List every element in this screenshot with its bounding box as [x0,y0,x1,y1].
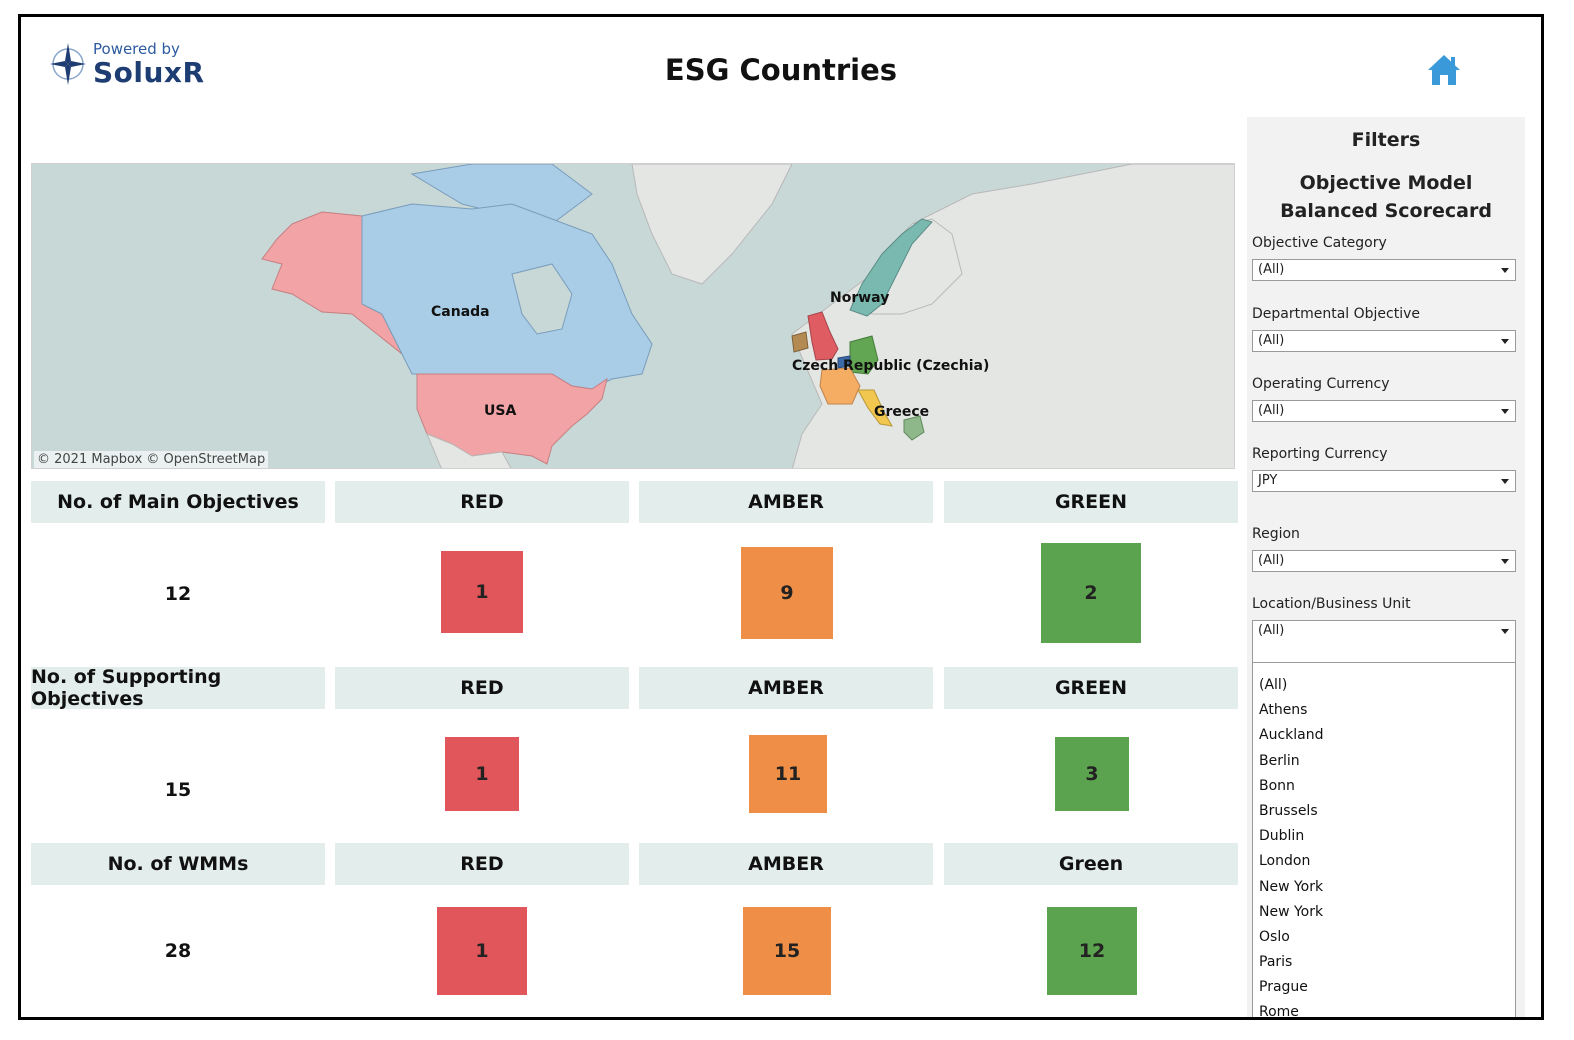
departmental-objective-select[interactable]: (All) [1252,330,1516,352]
countries-map[interactable]: Canada USA Norway Czech Republic (Czechi… [31,163,1235,469]
metric-label-main: No. of Main Objectives [31,481,325,523]
chevron-down-icon [1501,339,1509,344]
status-box-red[interactable]: 1 [445,737,519,811]
location-options-list[interactable]: (All) Athens Auckland Berlin Bonn Brusse… [1252,663,1516,1020]
map-label-canada: Canada [431,304,490,320]
objective-category-label: Objective Category [1252,235,1387,251]
location-option[interactable]: Paris [1259,954,1293,971]
norway-shape[interactable] [849,218,933,317]
location-business-unit-label: Location/Business Unit [1252,596,1411,612]
status-header-green: GREEN [944,667,1238,709]
status-header-amber: AMBER [639,481,933,523]
logo-powered-by: Powered by [93,39,180,58]
status-box-green[interactable]: 2 [1041,543,1141,643]
germany-shape[interactable] [849,335,879,375]
objective-category-select[interactable]: (All) [1252,259,1516,281]
canada-shape[interactable] [361,203,653,390]
map-credit[interactable]: © 2021 Mapbox © OpenStreetMap [34,451,269,468]
reporting-currency-label: Reporting Currency [1252,446,1388,462]
status-header-red: RED [335,843,629,885]
greenland-shape [631,164,793,285]
region-value: (All) [1258,553,1285,568]
status-box-green[interactable]: 12 [1047,907,1137,995]
status-header-red: RED [335,481,629,523]
status-box-red[interactable]: 1 [441,551,523,633]
location-business-unit-value: (All) [1258,623,1285,638]
status-box-green[interactable]: 3 [1055,737,1129,811]
metric-total-wmms: 28 [164,940,192,962]
metric-label-supporting: No. of Supporting Objectives [31,666,325,710]
hudson-bay-shape [511,263,573,335]
location-option[interactable]: Brussels [1259,802,1318,819]
departmental-objective-label: Departmental Objective [1252,306,1421,322]
metric-total-main: 12 [164,583,192,605]
status-box-amber[interactable]: 9 [741,547,833,639]
arctic-islands-shape [410,164,593,225]
status-box-amber[interactable]: 15 [743,907,831,995]
home-icon[interactable] [1427,53,1461,87]
status-header-red: RED [335,667,629,709]
location-option[interactable]: Prague [1259,979,1308,996]
page-title: ESG Countries [664,53,898,87]
operating-currency-value: (All) [1258,403,1285,418]
location-option[interactable]: Oslo [1259,928,1290,945]
logo-name: SoluxR [93,55,205,89]
location-option[interactable]: Berlin [1259,752,1300,769]
mexico-shape [426,433,512,468]
chevron-down-icon [1501,268,1509,273]
italy-shape[interactable] [857,389,893,427]
departmental-objective-value: (All) [1258,333,1285,348]
chevron-down-icon [1501,559,1509,564]
chevron-down-icon [1501,409,1509,414]
metric-label-wmms: No. of WMMs [31,843,325,885]
status-box-amber[interactable]: 11 [749,735,827,813]
location-option[interactable]: London [1259,853,1311,870]
soluxr-logo: Powered by SoluxR [49,41,205,87]
status-header-green: GREEN [944,481,1238,523]
location-option[interactable]: (All) [1259,677,1288,693]
france-shape[interactable] [819,367,861,405]
map-label-czech: Czech Republic (Czechia) [792,358,989,374]
map-label-usa: USA [484,403,516,419]
location-option[interactable]: Athens [1259,702,1308,719]
filters-panel: Filters Objective Model Balanced Scoreca… [1247,117,1525,1020]
uk-shape[interactable] [807,311,839,361]
compass-star-icon [50,43,86,85]
location-option[interactable]: Dublin [1259,828,1305,845]
status-header-green: Green [944,843,1238,885]
ireland-shape[interactable] [791,331,809,353]
location-option[interactable]: New York [1259,878,1324,895]
location-search-input[interactable] [1252,641,1516,663]
location-business-unit-select[interactable]: (All) [1252,620,1516,642]
reporting-currency-select[interactable]: JPY [1252,470,1516,492]
location-option[interactable]: Bonn [1259,777,1295,794]
filters-subtitle-line2: Balanced Scorecard [1280,200,1492,222]
location-option[interactable]: New York [1259,903,1324,920]
operating-currency-select[interactable]: (All) [1252,400,1516,422]
location-option[interactable]: Rome [1259,1004,1299,1020]
belgium-shape[interactable] [837,355,851,369]
status-header-amber: AMBER [639,843,933,885]
location-option[interactable]: Auckland [1259,727,1324,744]
status-box-red[interactable]: 1 [437,907,527,995]
filters-subtitle: Objective Model Balanced Scorecard [1247,169,1525,225]
reporting-currency-value: JPY [1258,473,1278,488]
filters-title: Filters [1351,129,1421,151]
operating-currency-label: Operating Currency [1252,376,1390,392]
region-label: Region [1252,526,1300,542]
map-canvas[interactable]: Canada USA Norway Czech Republic (Czechi… [32,164,1235,469]
status-header-amber: AMBER [639,667,933,709]
filters-subtitle-line1: Objective Model [1299,172,1473,194]
greece-shape[interactable] [903,415,925,441]
map-label-norway: Norway [830,290,889,306]
region-select[interactable]: (All) [1252,550,1516,572]
chevron-down-icon [1501,479,1509,484]
dashboard-frame: Powered by SoluxR ESG Countries [18,14,1544,1020]
chevron-down-icon [1501,629,1509,634]
objective-category-value: (All) [1258,262,1285,277]
metric-total-supporting: 15 [164,779,192,801]
map-label-greece: Greece [874,404,929,420]
